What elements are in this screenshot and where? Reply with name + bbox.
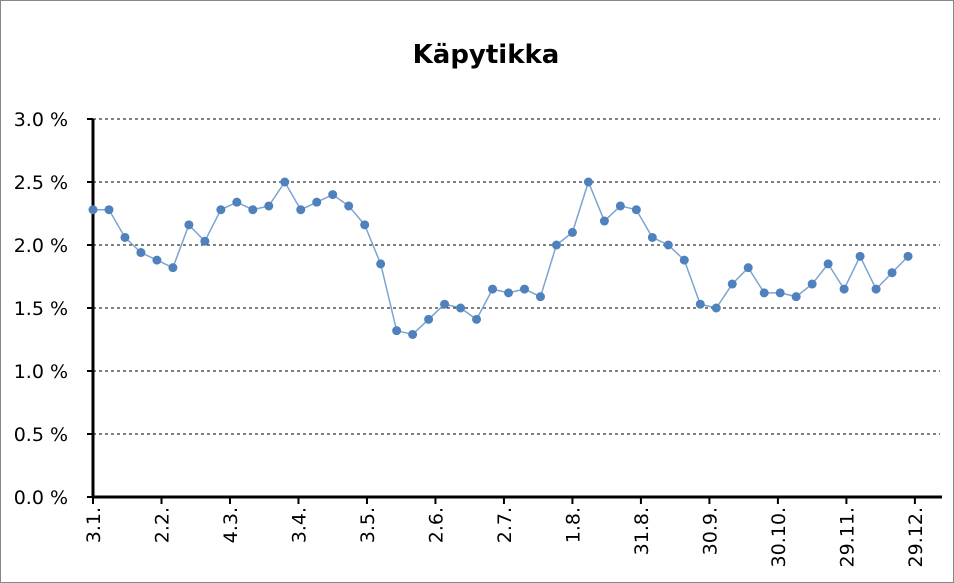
data-point bbox=[567, 227, 577, 237]
x-tick-label: 1.8. bbox=[562, 507, 584, 543]
x-tick-label: 2.7. bbox=[494, 507, 516, 543]
x-tick-label: 29.11. bbox=[836, 507, 858, 567]
x-tick-label: 29.12. bbox=[905, 507, 927, 567]
data-point bbox=[871, 284, 881, 294]
series-line bbox=[93, 179, 909, 336]
data-point bbox=[136, 248, 146, 258]
data-point bbox=[535, 292, 545, 302]
y-tick-label: 2.0 % bbox=[14, 235, 68, 257]
data-point bbox=[583, 177, 593, 187]
data-point bbox=[807, 279, 817, 289]
data-point bbox=[88, 205, 98, 215]
data-point bbox=[200, 236, 210, 246]
data-point bbox=[711, 303, 721, 313]
y-tick-label: 1.5 % bbox=[14, 298, 68, 320]
data-point bbox=[328, 190, 338, 200]
x-tick-label: 3.5. bbox=[357, 507, 379, 543]
data-point bbox=[264, 201, 274, 211]
data-point bbox=[120, 232, 130, 242]
data-point bbox=[839, 284, 849, 294]
data-point bbox=[695, 299, 705, 309]
data-point bbox=[519, 284, 529, 294]
data-point bbox=[759, 288, 769, 298]
data-point bbox=[392, 326, 402, 336]
data-point bbox=[743, 263, 753, 273]
y-tick-label: 3.0 % bbox=[14, 109, 68, 131]
x-tick-label: 4.3. bbox=[220, 507, 242, 543]
data-point bbox=[631, 205, 641, 215]
chart-title: Käpytikka bbox=[413, 40, 560, 70]
data-point bbox=[360, 220, 370, 230]
x-tick-label: 2.2. bbox=[151, 507, 173, 543]
data-point bbox=[312, 197, 322, 207]
data-point bbox=[791, 292, 801, 302]
data-point bbox=[456, 303, 466, 313]
data-point bbox=[168, 263, 178, 273]
data-point bbox=[488, 284, 498, 294]
data-point bbox=[504, 288, 514, 298]
x-tick-label: 30.9. bbox=[699, 507, 721, 555]
y-tick-label: 2.5 % bbox=[14, 172, 68, 194]
data-point bbox=[599, 216, 609, 226]
data-point bbox=[679, 255, 689, 265]
data-point bbox=[647, 232, 657, 242]
data-point bbox=[216, 205, 226, 215]
data-point bbox=[248, 205, 258, 215]
data-point bbox=[663, 240, 673, 250]
y-tick-label: 0.0 % bbox=[14, 487, 68, 509]
data-point bbox=[408, 329, 418, 339]
data-point bbox=[344, 201, 354, 211]
data-point bbox=[823, 259, 833, 269]
data-point bbox=[376, 259, 386, 269]
data-point bbox=[184, 220, 194, 230]
data-point bbox=[727, 279, 737, 289]
data-point bbox=[296, 205, 306, 215]
y-tick-label: 1.0 % bbox=[14, 361, 68, 383]
data-point bbox=[887, 268, 897, 278]
data-point bbox=[855, 251, 865, 261]
data-point bbox=[424, 314, 434, 324]
data-point bbox=[232, 197, 242, 207]
data-point bbox=[152, 255, 162, 265]
x-tick-label: 3.1. bbox=[83, 507, 105, 543]
data-point bbox=[615, 201, 625, 211]
x-tick-label: 30.10. bbox=[768, 507, 790, 567]
data-point bbox=[280, 177, 290, 187]
data-point bbox=[903, 251, 913, 261]
data-point bbox=[472, 314, 482, 324]
data-point bbox=[440, 299, 450, 309]
y-tick-label: 0.5 % bbox=[14, 424, 68, 446]
x-tick-label: 3.4. bbox=[288, 507, 310, 543]
data-point bbox=[104, 205, 114, 215]
x-tick-label: 2.6. bbox=[425, 507, 447, 543]
x-tick-label: 31.8. bbox=[631, 507, 653, 555]
data-point bbox=[775, 288, 785, 298]
data-point bbox=[551, 240, 561, 250]
